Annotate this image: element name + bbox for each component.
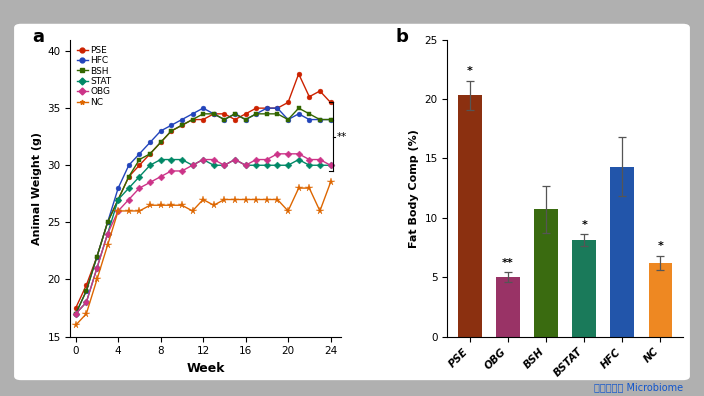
Bar — [534, 209, 558, 337]
X-axis label: Week: Week — [187, 362, 225, 375]
Bar — [610, 167, 634, 337]
Bar — [648, 263, 672, 337]
Legend: PSE, HFC, BSH, STAT, OBG, NC: PSE, HFC, BSH, STAT, OBG, NC — [75, 44, 113, 109]
Bar — [572, 240, 596, 337]
Text: *: * — [658, 241, 663, 251]
Text: **: ** — [502, 258, 514, 268]
Text: *: * — [582, 220, 587, 230]
Text: a: a — [32, 28, 44, 46]
Text: b: b — [396, 28, 408, 46]
Y-axis label: Fat Body Comp (%): Fat Body Comp (%) — [409, 129, 419, 248]
Y-axis label: Animal Weight (g): Animal Weight (g) — [32, 131, 42, 245]
Bar — [458, 95, 482, 337]
Bar — [496, 277, 520, 337]
Text: **: ** — [337, 132, 347, 142]
Text: 图片来源： Microbiome: 图片来源： Microbiome — [593, 382, 683, 392]
Text: *: * — [467, 67, 473, 76]
